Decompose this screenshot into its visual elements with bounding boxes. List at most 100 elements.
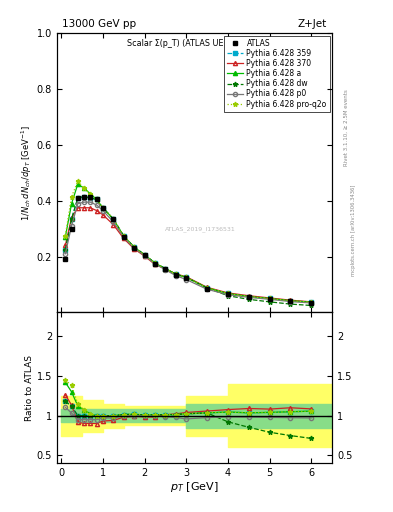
Pythia 6.428 a — [69, 201, 74, 207]
Pythia 6.428 p0 — [246, 294, 251, 301]
Pythia 6.428 pro-q2o — [69, 194, 74, 200]
Line: Pythia 6.428 359: Pythia 6.428 359 — [63, 195, 313, 304]
Pythia 6.428 pro-q2o — [82, 185, 86, 191]
Pythia 6.428 pro-q2o — [111, 216, 116, 222]
Pythia 6.428 dw — [309, 303, 314, 309]
Pythia 6.428 370 — [69, 215, 74, 221]
Y-axis label: Ratio to ATLAS: Ratio to ATLAS — [25, 355, 34, 421]
Text: Scalar Σ(p_T) (ATLAS UE in Z production): Scalar Σ(p_T) (ATLAS UE in Z production) — [127, 39, 290, 48]
Pythia 6.428 a — [267, 295, 272, 302]
Pythia 6.428 359 — [94, 196, 99, 202]
Pythia 6.428 359 — [309, 299, 314, 305]
Pythia 6.428 p0 — [142, 252, 147, 259]
Pythia 6.428 dw — [75, 195, 80, 201]
Pythia 6.428 359 — [163, 266, 168, 272]
Pythia 6.428 p0 — [205, 286, 209, 292]
Pythia 6.428 dw — [82, 194, 86, 200]
ATLAS — [132, 245, 136, 251]
Pythia 6.428 a — [121, 233, 126, 239]
Pythia 6.428 p0 — [267, 296, 272, 303]
Pythia 6.428 pro-q2o — [173, 271, 178, 278]
ATLAS — [63, 257, 68, 263]
Pythia 6.428 dw — [267, 299, 272, 305]
Pythia 6.428 359 — [75, 195, 80, 201]
Pythia 6.428 dw — [246, 296, 251, 303]
ATLAS — [111, 216, 116, 222]
Pythia 6.428 a — [101, 205, 105, 211]
Pythia 6.428 a — [173, 271, 178, 278]
Pythia 6.428 dw — [63, 247, 68, 253]
Pythia 6.428 pro-q2o — [94, 196, 99, 202]
Pythia 6.428 359 — [173, 271, 178, 278]
Line: Pythia 6.428 pro-q2o: Pythia 6.428 pro-q2o — [63, 179, 314, 305]
Pythia 6.428 370 — [184, 273, 189, 280]
Pythia 6.428 370 — [75, 205, 80, 211]
ATLAS — [184, 275, 189, 281]
Pythia 6.428 370 — [205, 284, 209, 290]
Pythia 6.428 dw — [163, 266, 168, 272]
Pythia 6.428 dw — [121, 233, 126, 239]
Pythia 6.428 370 — [88, 205, 93, 211]
ATLAS — [163, 266, 168, 272]
Pythia 6.428 dw — [184, 274, 189, 281]
Pythia 6.428 pro-q2o — [205, 285, 209, 291]
Pythia 6.428 pro-q2o — [142, 251, 147, 258]
Pythia 6.428 pro-q2o — [267, 295, 272, 302]
Pythia 6.428 p0 — [309, 300, 314, 306]
Pythia 6.428 a — [246, 293, 251, 300]
Text: Z+Jet: Z+Jet — [298, 19, 327, 29]
Pythia 6.428 359 — [205, 285, 209, 291]
Pythia 6.428 p0 — [101, 207, 105, 214]
ATLAS — [69, 226, 74, 232]
Pythia 6.428 359 — [184, 274, 189, 281]
Pythia 6.428 359 — [267, 295, 272, 302]
Pythia 6.428 p0 — [69, 223, 74, 229]
ATLAS — [101, 205, 105, 211]
ATLAS — [94, 196, 99, 202]
Pythia 6.428 a — [163, 266, 168, 272]
Pythia 6.428 pro-q2o — [163, 266, 168, 272]
Pythia 6.428 a — [111, 216, 116, 222]
Pythia 6.428 370 — [246, 293, 251, 299]
Pythia 6.428 p0 — [121, 234, 126, 240]
Pythia 6.428 370 — [82, 205, 86, 211]
Pythia 6.428 p0 — [184, 276, 189, 283]
Pythia 6.428 a — [94, 196, 99, 202]
Pythia 6.428 359 — [88, 195, 93, 201]
ATLAS — [173, 272, 178, 278]
ATLAS — [82, 194, 86, 200]
Pythia 6.428 p0 — [75, 201, 80, 207]
ATLAS — [288, 298, 293, 304]
Pythia 6.428 pro-q2o — [121, 233, 126, 239]
Pythia 6.428 a — [75, 181, 80, 187]
Pythia 6.428 p0 — [163, 267, 168, 273]
Pythia 6.428 359 — [111, 216, 116, 222]
Pythia 6.428 p0 — [226, 291, 230, 297]
Pythia 6.428 359 — [82, 194, 86, 200]
Pythia 6.428 dw — [152, 260, 157, 266]
Pythia 6.428 359 — [101, 205, 105, 211]
Pythia 6.428 dw — [101, 205, 105, 211]
ATLAS — [246, 294, 251, 300]
Pythia 6.428 dw — [142, 251, 147, 258]
Pythia 6.428 dw — [111, 216, 116, 222]
Pythia 6.428 dw — [288, 301, 293, 307]
Pythia 6.428 370 — [267, 295, 272, 301]
Pythia 6.428 dw — [94, 196, 99, 202]
ATLAS — [142, 252, 147, 258]
ATLAS — [267, 296, 272, 302]
Line: Pythia 6.428 a: Pythia 6.428 a — [63, 182, 313, 304]
Pythia 6.428 pro-q2o — [309, 299, 314, 305]
Pythia 6.428 a — [226, 290, 230, 296]
Pythia 6.428 a — [309, 299, 314, 305]
Pythia 6.428 359 — [121, 233, 126, 239]
Pythia 6.428 a — [205, 285, 209, 291]
Pythia 6.428 370 — [226, 290, 230, 296]
Pythia 6.428 pro-q2o — [152, 260, 157, 266]
Pythia 6.428 a — [184, 274, 189, 281]
Pythia 6.428 a — [142, 251, 147, 258]
Pythia 6.428 pro-q2o — [184, 274, 189, 281]
X-axis label: $p_T$ [GeV]: $p_T$ [GeV] — [170, 480, 219, 494]
ATLAS — [205, 286, 209, 292]
ATLAS — [309, 300, 314, 306]
